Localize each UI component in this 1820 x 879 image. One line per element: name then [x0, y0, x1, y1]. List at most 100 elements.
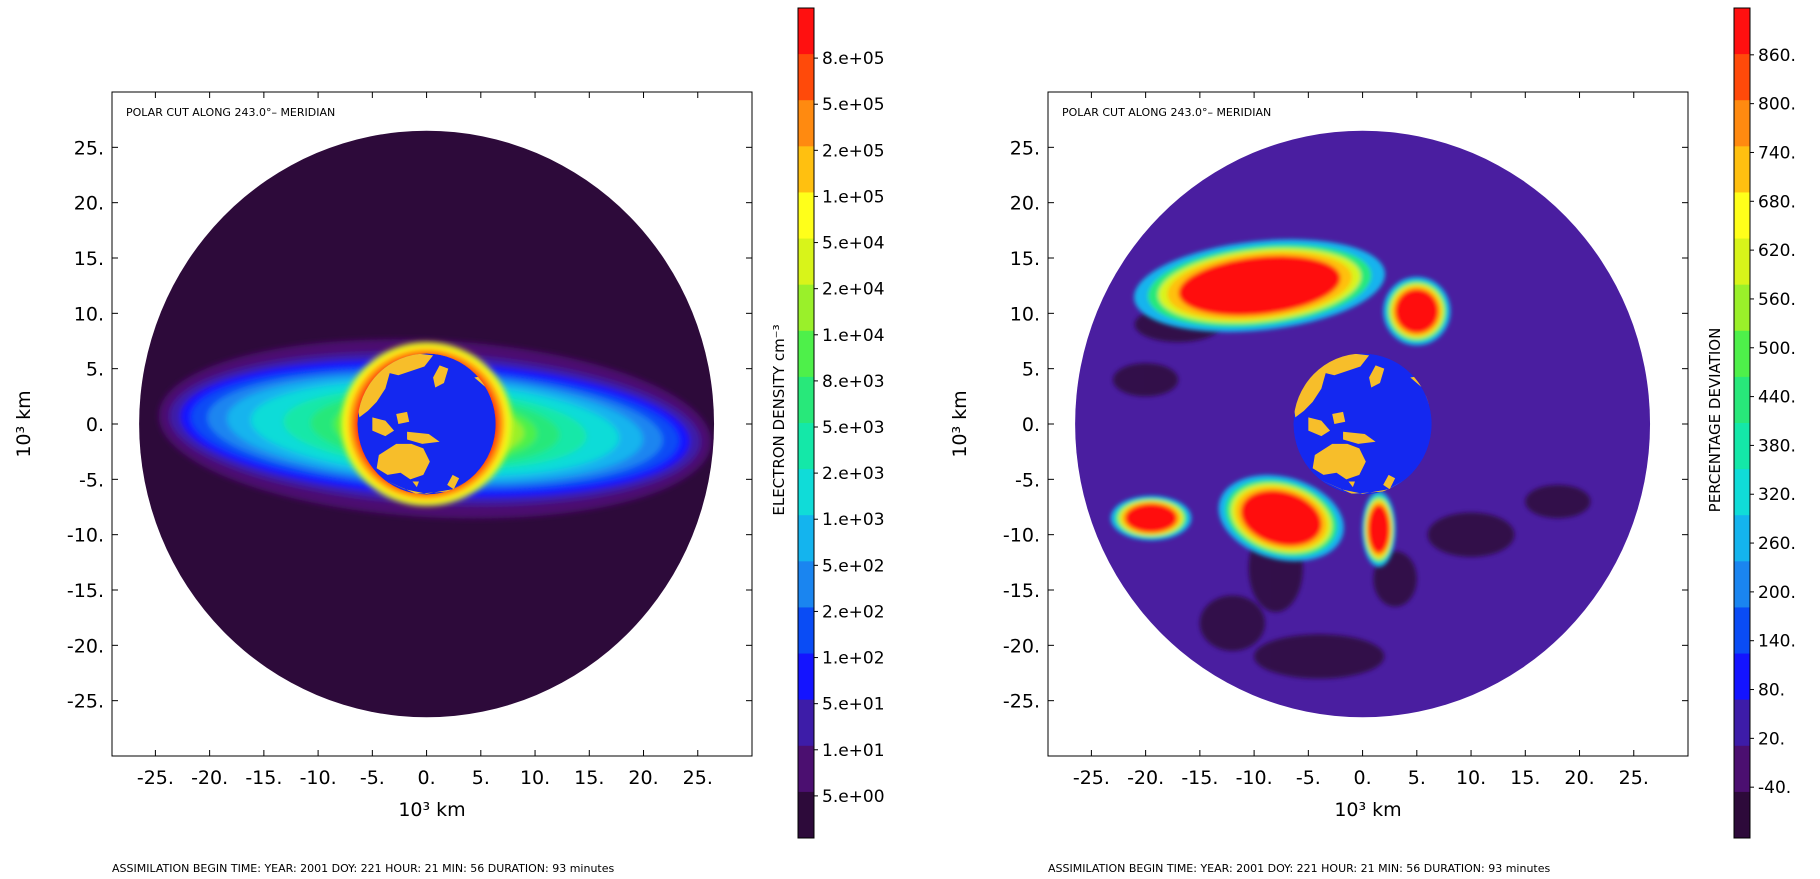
hot-layer-4 — [1368, 504, 1390, 554]
colorbar-segment — [798, 8, 814, 55]
x-tick-label: 20. — [628, 767, 658, 789]
colorbar-tick-label: 440. — [1758, 388, 1796, 408]
x-tick-label: -15. — [245, 767, 282, 789]
x-axis-label: 10³ km — [1334, 799, 1401, 821]
colorbar-segment — [1734, 376, 1750, 424]
colorbar-tick-label: 320. — [1758, 485, 1796, 505]
hot-layer-4 — [1395, 288, 1439, 334]
colorbar-segment — [1734, 192, 1750, 240]
colorbar-segment — [1734, 330, 1750, 378]
x-tick-label: -20. — [1127, 767, 1164, 789]
y-axis-label: 10³ km — [13, 390, 35, 457]
patch-5 — [1525, 484, 1591, 519]
colorbar-segment — [1734, 561, 1750, 608]
new-zealand-island — [447, 474, 460, 490]
x-tick-label: 0. — [1354, 767, 1372, 789]
japan-island — [1369, 365, 1385, 388]
colorbar-segment — [798, 469, 814, 516]
x-tick-label: 20. — [1564, 767, 1594, 789]
colorbar: 8.e+05 5.e+05 2.e+05 1.e+05 5.e+04 2.e+04 1.e+… — [797, 7, 885, 839]
x-tick-label: -5. — [1296, 767, 1321, 789]
y-tick-label: -15. — [67, 580, 104, 602]
hot-region-4 — [1362, 491, 1396, 567]
colorbar-label: ELECTRON DENSITY cm⁻³ — [770, 324, 788, 515]
colorbar-tick-label: 5.e+02 — [822, 556, 885, 576]
x-tick-label: 5. — [472, 767, 490, 789]
y-tick-label: -5. — [1015, 469, 1040, 491]
australia-landmass — [376, 443, 430, 480]
colorbar-tick-label: 2.e+04 — [822, 280, 885, 300]
x-tick-label: 25. — [683, 767, 713, 789]
colorbar-segment — [798, 192, 814, 240]
axes: -25. -20. -15. -10. -5. 0. 5. 10. 15. 20. 25. 25. 20… — [67, 92, 752, 789]
colorbar-segment — [798, 376, 814, 424]
hot-region-3 — [1110, 495, 1192, 541]
colorbar-segment — [798, 699, 814, 747]
colorbar-segment — [1734, 423, 1750, 470]
colorbar-frame — [1733, 7, 1751, 839]
colorbar-tick-label: 200. — [1758, 583, 1796, 603]
colorbar-tick-label: 5.e+00 — [822, 787, 885, 807]
x-tick-label: -5. — [360, 767, 385, 789]
patch-2 — [1199, 595, 1265, 651]
colorbar-segment — [1734, 284, 1750, 332]
y-tick-label: 25. — [1010, 137, 1040, 159]
earth-globe — [1293, 353, 1432, 495]
colorbar-tick-label: 8.e+05 — [822, 49, 885, 69]
y-tick-label: -20. — [1003, 635, 1040, 657]
colorbar-tick-label: 1.e+02 — [822, 649, 885, 669]
x-tick-label: -25. — [137, 767, 174, 789]
japan-island — [433, 365, 449, 388]
colorbar-tick-label: 800. — [1758, 95, 1796, 115]
patch-4 — [1427, 512, 1515, 557]
southeast-asia-landmass — [372, 417, 395, 437]
hot-layer-4 — [1240, 490, 1322, 546]
y-tick-label: 15. — [74, 248, 104, 270]
colorbar-segment — [1734, 653, 1750, 701]
y-tick-label: 25. — [74, 137, 104, 159]
colorbar-tick-label: 860. — [1758, 46, 1796, 66]
x-tick-label: 5. — [1408, 767, 1426, 789]
y-tick-label: -25. — [67, 691, 104, 713]
colorbar-tick-label: 380. — [1758, 436, 1796, 456]
colorbar-tick-label: 500. — [1758, 339, 1796, 359]
colorbar-segment — [798, 607, 814, 655]
colorbar-segment — [798, 284, 814, 332]
colorbar-tick-label: 2.e+03 — [822, 464, 885, 484]
colorbar-tick-label: 80. — [1758, 681, 1785, 701]
colorbar-tick-label: 620. — [1758, 241, 1796, 261]
colorbar-tick-label: 1.e+05 — [822, 187, 885, 207]
y-tick-label: 20. — [74, 193, 104, 215]
new-guinea-island — [1343, 431, 1376, 444]
hot-region-0 — [1134, 239, 1386, 332]
x-tick-label: 25. — [1619, 767, 1649, 789]
colorbar-tick-label: 5.e+01 — [822, 695, 885, 715]
borneo-island — [396, 411, 410, 424]
colorbar-segment — [798, 146, 814, 193]
colorbar-tick-label: 260. — [1758, 534, 1796, 554]
colorbar-segment — [1734, 146, 1750, 193]
hot-layer-4 — [1125, 503, 1178, 533]
borneo-island — [1332, 411, 1346, 424]
colorbar-segment — [1734, 469, 1750, 516]
y-tick-label: -20. — [67, 635, 104, 657]
y-tick-label: 0. — [86, 414, 104, 436]
y-tick-label: 10. — [74, 303, 104, 325]
hot-layer-4 — [1178, 255, 1341, 316]
colorbar-tick-label: 560. — [1758, 290, 1796, 310]
colorbar-segment — [1734, 699, 1750, 747]
hot-region-2 — [1218, 475, 1344, 562]
high-deviation-regions — [1110, 239, 1451, 567]
colorbar-segment — [1734, 54, 1750, 101]
y-tick-label: -10. — [67, 525, 104, 547]
colorbar-tick-label: 1.e+04 — [822, 326, 885, 346]
colorbar-tick-label: 20. — [1758, 729, 1785, 749]
x-tick-label: 0. — [418, 767, 436, 789]
patch-6 — [1113, 363, 1179, 397]
colorbar-tick-label: 5.e+05 — [822, 95, 885, 115]
colorbar-tick-label: 5.e+04 — [822, 234, 885, 254]
axes: -25. -20. -15. -10. -5. 0. 5. 10. 15. 20. 25. 25. 20… — [1003, 92, 1688, 789]
x-tick-label: -20. — [191, 767, 228, 789]
colorbar-segment — [1734, 745, 1750, 793]
colorbar: 860. 800. 740. 680. 620. 560. 500. 440. 380. 320.… — [1733, 7, 1796, 839]
